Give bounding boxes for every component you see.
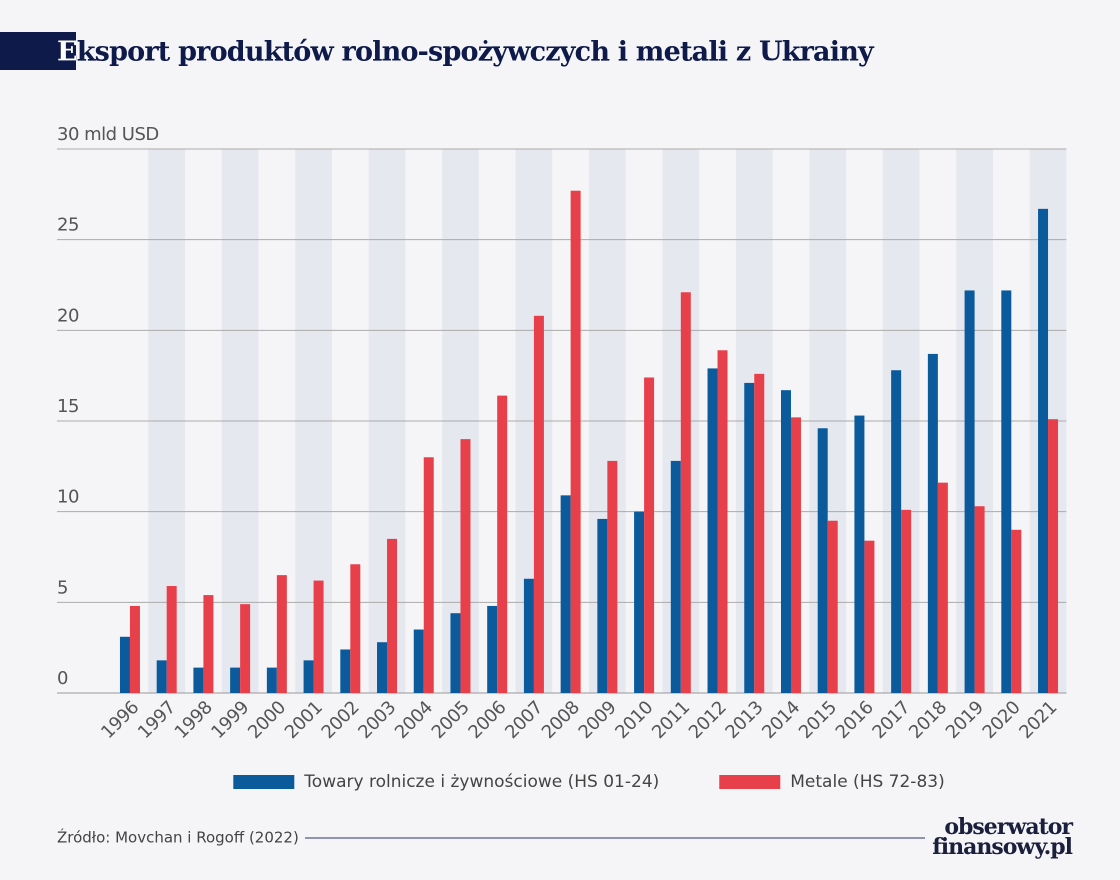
x-tick-label: 2016 (832, 697, 878, 743)
bar (790, 417, 801, 693)
bar (964, 290, 975, 693)
bar (1011, 529, 1022, 693)
y-tick-label: 25 (57, 215, 79, 236)
bar (230, 667, 241, 693)
y-tick-label: 30 mld USD (57, 124, 159, 145)
bar (350, 564, 361, 693)
x-tick-label: 1999 (207, 697, 253, 743)
bar (817, 428, 828, 693)
x-tick-label: 2012 (685, 697, 731, 743)
x-tick-label: 2014 (758, 697, 804, 743)
x-tick-label: 1997 (134, 697, 180, 743)
x-tick-label: 1998 (171, 697, 217, 743)
title-block (0, 32, 76, 70)
bar (203, 595, 214, 693)
y-tick-label: 5 (57, 577, 68, 598)
chart-title: Eksport produktów rolno-spożywczych i me… (57, 37, 875, 68)
bar (927, 353, 938, 693)
y-tick-label: 10 (57, 487, 79, 508)
bar (717, 350, 728, 693)
bar (560, 495, 571, 693)
x-tick-label: 2011 (648, 697, 694, 743)
x-tick-label: 2003 (354, 697, 400, 743)
bar (533, 315, 544, 693)
x-tick-label: 2000 (244, 697, 290, 743)
bar (707, 368, 718, 693)
x-tick-label: 2002 (318, 697, 364, 743)
legend-label: Metale (HS 72-83) (790, 772, 944, 792)
x-tick-label: 2006 (464, 697, 510, 743)
bar (497, 395, 508, 693)
bar (523, 578, 534, 693)
bar (413, 629, 424, 693)
bar (340, 649, 351, 693)
bar (450, 613, 461, 693)
x-tick-label: 2021 (1015, 697, 1061, 743)
bar (276, 575, 287, 693)
x-tick-label: 1996 (97, 697, 143, 743)
bar (937, 482, 948, 693)
x-tick-label: 2013 (721, 697, 767, 743)
bar (460, 439, 471, 693)
x-tick-label: 2017 (868, 697, 914, 743)
bar (744, 382, 755, 693)
bar (780, 390, 791, 693)
x-tick-label: 2019 (942, 697, 988, 743)
bar (1038, 208, 1049, 693)
bar (680, 292, 691, 693)
bar (266, 667, 277, 693)
x-tick-label: 2004 (391, 697, 437, 743)
y-tick-label: 20 (57, 305, 79, 326)
bar (193, 667, 204, 693)
y-tick-label: 0 (57, 668, 68, 689)
bar (313, 580, 324, 693)
x-tick-label: 2005 (428, 697, 474, 743)
bar (1001, 290, 1012, 693)
logo-bottom: finansowy.pl (932, 834, 1072, 860)
bar (854, 415, 865, 693)
bar (387, 538, 398, 693)
source: Źródło: Movchan i Rogoff (2022) (57, 828, 299, 847)
bar (827, 520, 838, 693)
bar (644, 377, 655, 693)
bar (487, 605, 498, 693)
x-tick-label: 2007 (501, 697, 547, 743)
bar (754, 373, 765, 693)
bar (129, 605, 140, 693)
bar (901, 509, 912, 693)
bar (303, 660, 314, 693)
bar (240, 604, 251, 693)
x-tick-label: 2010 (611, 697, 657, 743)
legend-swatch (719, 775, 781, 789)
bar (156, 660, 167, 693)
bar (423, 457, 434, 693)
bar (607, 460, 618, 693)
bar (166, 586, 177, 693)
x-tick-label: 2008 (538, 697, 584, 743)
legend-label: Towary rolnicze i żywnościowe (HS 01-24) (303, 772, 659, 792)
bar (974, 506, 985, 693)
x-tick-label: 2018 (905, 697, 951, 743)
x-tick-label: 2009 (575, 697, 621, 743)
x-tick-label: 2015 (795, 697, 841, 743)
bar (864, 540, 875, 693)
bar (1048, 419, 1059, 693)
bar (597, 518, 608, 693)
x-tick-label: 2020 (979, 697, 1025, 743)
bar (634, 511, 645, 693)
x-tick-label: 2001 (281, 697, 327, 743)
legend-swatch (233, 775, 295, 789)
bar (377, 642, 388, 693)
logo-top: obserwator (944, 814, 1073, 840)
bar (119, 636, 130, 693)
bar (891, 370, 902, 693)
y-tick-label: 15 (57, 396, 79, 417)
bar (570, 190, 581, 693)
bar (670, 460, 681, 693)
